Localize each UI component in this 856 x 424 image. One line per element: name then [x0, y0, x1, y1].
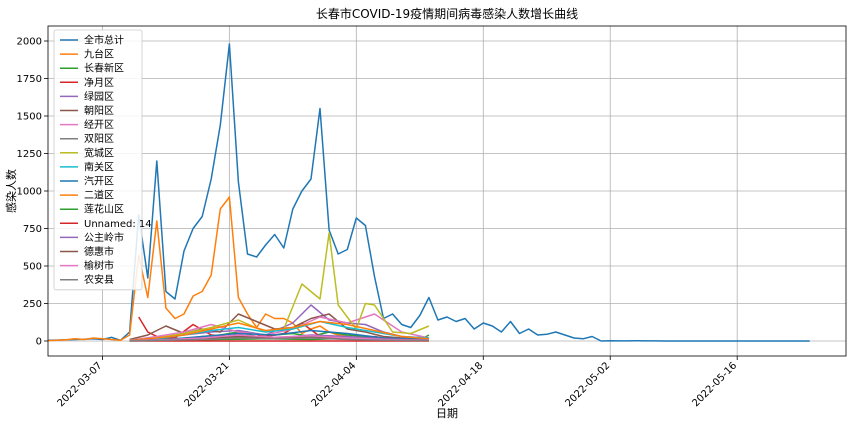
legend-item-label: 汽开区	[84, 175, 114, 188]
legend-item-label: 绿园区	[84, 90, 114, 103]
x-tick-label: 2022-04-18	[437, 360, 486, 409]
y-tick-label: 1000	[17, 187, 42, 198]
series-lines	[47, 43, 810, 342]
chart-title: 长春市COVID-19疫情期间病毒感染人数增长曲线	[316, 6, 578, 21]
series-line-6	[129, 313, 430, 342]
x-axis-ticks: 2022-03-07 2022-03-21 2022-04-04 2022-04-18…	[56, 356, 739, 409]
legend-item-label: 南关区	[84, 160, 114, 173]
legend-item-label: 二道区	[84, 189, 114, 202]
x-tick-label: 2022-05-02	[563, 360, 612, 409]
series-line-16	[129, 334, 429, 342]
legend-item-label: 德惠市	[84, 245, 114, 258]
x-tick-label: 2022-05-16	[690, 360, 739, 409]
y-tick-label: 0	[36, 337, 42, 348]
y-tick-label: 1250	[17, 149, 42, 160]
y-axis-ticks: 0 250 500 750 1000 1250 1500 1750 2000	[17, 37, 48, 348]
legend-item-label: 朝阳区	[84, 105, 114, 117]
series-line-0	[47, 43, 810, 342]
y-tick-label: 1750	[17, 74, 42, 85]
legend-item-label: 农安县	[84, 273, 114, 286]
legend: 全市总计九台区长春新区净月区绿园区朝阳区经开区双阳区宽城区南关区汽开区二道区莲花…	[53, 29, 152, 291]
legend-box	[53, 29, 143, 291]
legend-item-label: 宽城区	[84, 146, 114, 159]
legend-item-label: Unnamed: 14	[84, 219, 152, 230]
x-axis-label: 日期	[436, 407, 458, 420]
series-line-11	[129, 320, 429, 342]
legend-item-label: 九台区	[84, 48, 114, 61]
x-tick-label: 2022-03-21	[183, 360, 232, 409]
grid	[48, 26, 846, 356]
y-axis-label: 感染人数	[4, 169, 18, 213]
y-tick-label: 250	[23, 299, 42, 310]
legend-item-label: 公主岭市	[84, 231, 124, 244]
legend-item-label: 全市总计	[84, 34, 124, 47]
x-tick-label: 2022-04-04	[310, 360, 359, 409]
series-line-17	[129, 337, 429, 342]
x-tick-label: 2022-03-07	[56, 360, 105, 409]
y-tick-label: 2000	[17, 37, 42, 48]
legend-item-label: 经开区	[84, 118, 114, 131]
legend-item-label: 莲花山区	[84, 203, 124, 216]
legend-item-label: 榆树市	[84, 259, 114, 272]
legend-item-label: 双阳区	[84, 133, 114, 145]
y-tick-label: 750	[23, 224, 42, 235]
y-tick-label: 1500	[17, 112, 42, 123]
series-line-8	[129, 232, 430, 342]
legend-item-label: 长春新区	[84, 62, 124, 75]
y-tick-label: 500	[23, 262, 42, 273]
legend-item-label: 净月区	[84, 76, 114, 89]
